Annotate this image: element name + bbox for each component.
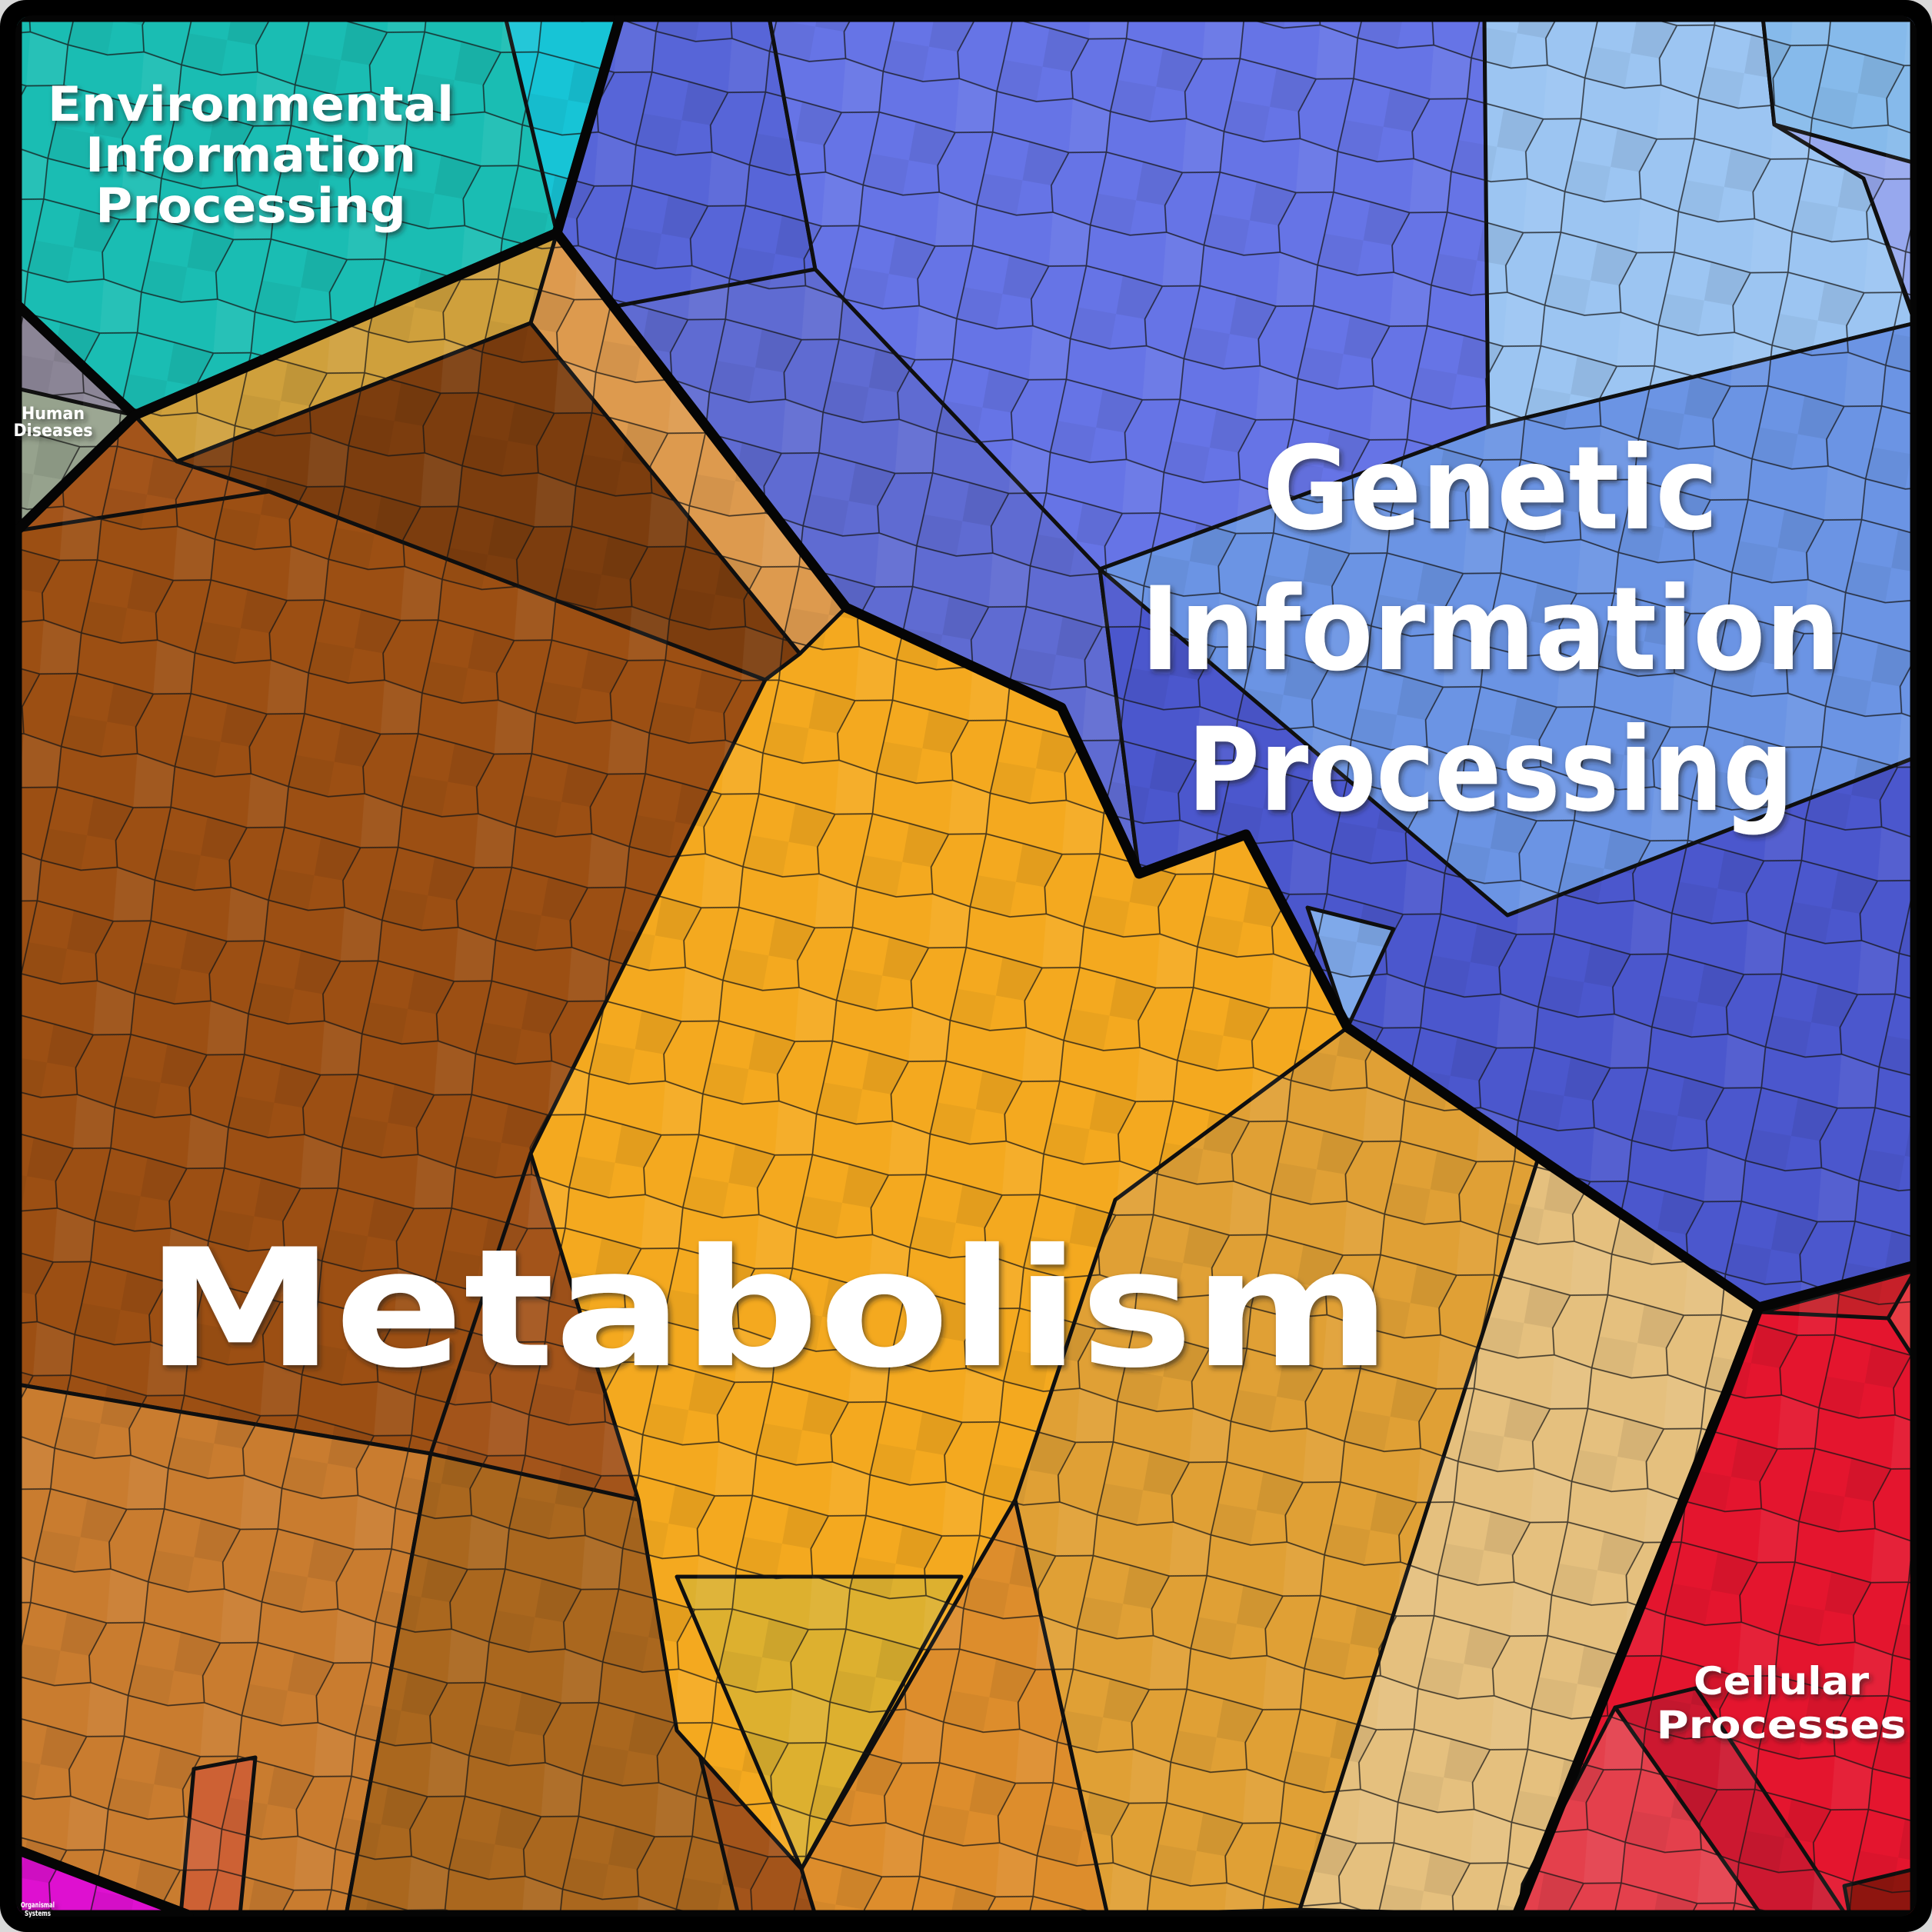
region-organismal-systems [15, 1844, 194, 1917]
region-environmental-information-processing [15, 15, 625, 421]
label-line-env-1: Information [85, 127, 416, 183]
label-line-gen-0: Genetic [1263, 422, 1718, 556]
cell-texture-environmental-information-processing [17, 17, 620, 415]
label-line-cell-1: Processes [1657, 1703, 1907, 1747]
treemap-layers [15, 15, 1917, 1917]
region-outline-organismal-systems [15, 1844, 194, 1917]
label-line-env-2: Processing [95, 178, 406, 234]
cell-texture-human-diseases [17, 305, 135, 531]
label-line-org-1: Systems [25, 1910, 51, 1918]
treemap-labels: EnvironmentalInformationProcessingGeneti… [14, 76, 1907, 1918]
label-line-gen-1: Information [1141, 563, 1840, 697]
label-line-cell-0: Cellular [1694, 1659, 1869, 1704]
label-line-env-0: Environmental [48, 76, 454, 132]
label-line-org-0: Organismal [21, 1901, 55, 1910]
cell-texture-cellular-processes [1517, 1265, 1915, 1915]
label-line-hd-1: Diseases [14, 421, 93, 441]
region-metabolism [15, 228, 1764, 1917]
region-cellular-processes [1511, 1260, 1917, 1917]
label-line-gen-2: Processing [1188, 704, 1794, 838]
label-line-hd-0: Human [22, 405, 85, 424]
cell-texture-metabolism [17, 233, 1759, 1915]
label-met: Metabolism [145, 1214, 1391, 1404]
cell-texture-genetic-information-processing [557, 17, 1915, 1307]
region-genetic-information-processing [551, 15, 1917, 1313]
label-line-met-0: Metabolism [145, 1214, 1391, 1404]
region-outline-cellular-processes [1511, 1260, 1917, 1917]
